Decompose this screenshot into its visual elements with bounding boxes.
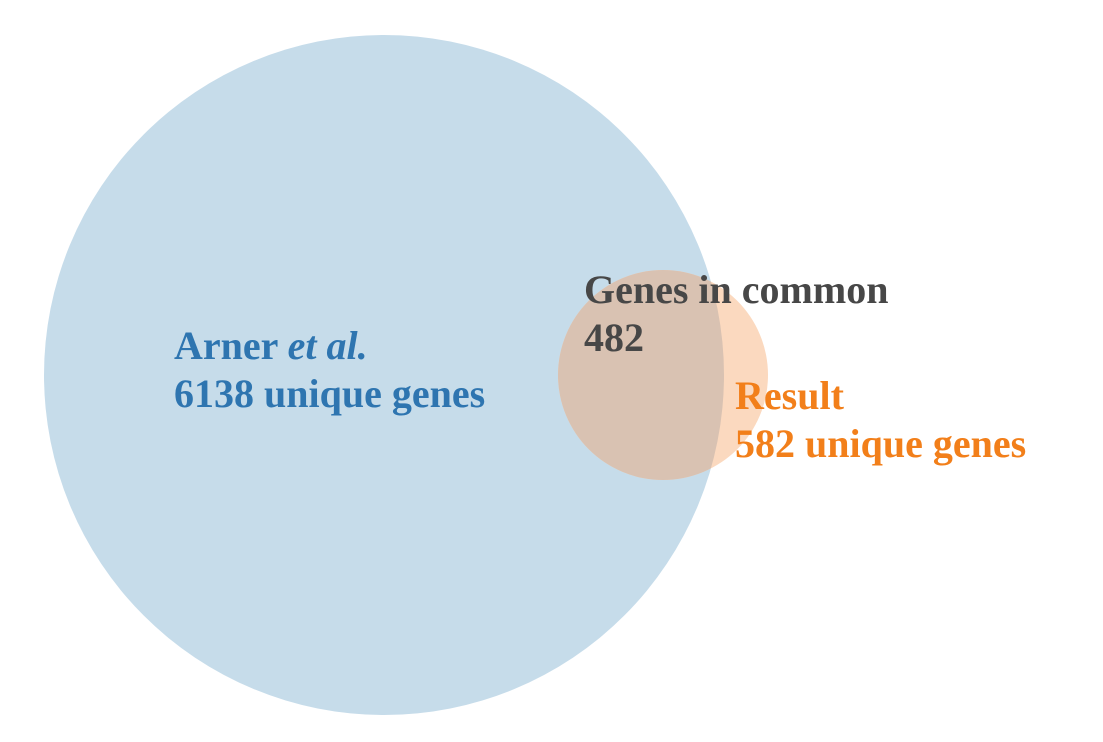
set-b-label: Result 582 unique genes [735,372,1026,468]
set-a-name: Arner [174,323,278,368]
intersection-count: 482 [584,315,644,360]
intersection-region [558,270,724,480]
set-a-label: Arner et al. 6138 unique genes [174,322,485,418]
set-a-unique-count: 6138 unique genes [174,371,486,416]
set-a-name-line: Arner et al. [174,322,485,370]
intersection-title: Genes in common [584,267,889,312]
set-a-circle [44,35,724,715]
set-a-name-suffix: et al. [287,323,368,368]
intersection-label: Genes in common 482 [584,266,888,362]
set-b-name: Result [735,373,844,418]
set-b-unique-count: 582 unique genes [735,421,1027,466]
